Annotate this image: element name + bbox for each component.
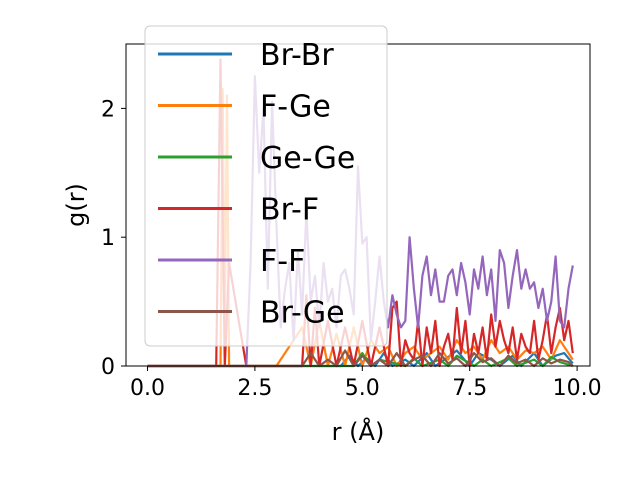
- x-tick-label: 2.5: [237, 376, 272, 401]
- legend-label-f-ge: F-Ge: [260, 90, 331, 125]
- x-tick-label: 7.5: [452, 376, 487, 401]
- x-axis: 0.0 2.5 5.0 7.5 10.0: [130, 366, 602, 401]
- series-line-br-ge: [147, 349, 574, 368]
- legend-label-br-br: Br-Br: [260, 38, 334, 73]
- legend-label-ge-ge: Ge-Ge: [260, 141, 355, 176]
- x-tick-label: 5.0: [345, 376, 380, 401]
- y-axis-title: g(r): [62, 183, 90, 227]
- x-tick-label: 10.0: [553, 376, 602, 401]
- legend: Br-Br F-Ge Ge-Ge Br-F F-F Br-Ge: [144, 25, 388, 347]
- y-tick-label: 0: [101, 355, 115, 380]
- y-tick-label: 1: [101, 226, 115, 251]
- x-axis-title: r (Å): [332, 417, 385, 446]
- x-tick-label: 0.0: [130, 376, 165, 401]
- y-axis: 0 1 2: [101, 97, 126, 380]
- legend-label-br-ge: Br-Ge: [260, 296, 345, 331]
- y-tick-label: 2: [101, 97, 115, 122]
- legend-label-f-f: F-F: [260, 244, 305, 279]
- legend-label-br-f: Br-F: [260, 193, 319, 228]
